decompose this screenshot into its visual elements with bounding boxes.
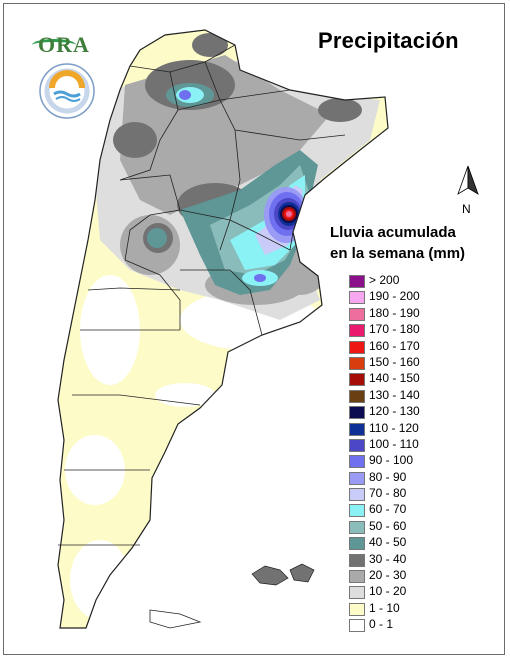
legend-swatch xyxy=(349,422,365,436)
legend-swatch xyxy=(349,340,365,354)
legend-label: 60 - 70 xyxy=(369,502,407,517)
legend-swatch xyxy=(349,307,365,321)
legend-label: > 200 xyxy=(369,273,400,287)
legend-label: 1 - 10 xyxy=(369,600,400,615)
page-title: Precipitación xyxy=(318,28,459,53)
legend-label: 50 - 60 xyxy=(369,518,407,533)
legend-label: 120 - 130 xyxy=(369,404,420,419)
legend-label: 30 - 40 xyxy=(369,551,407,566)
legend-label: 160 - 170 xyxy=(369,338,420,353)
legend-swatch xyxy=(349,356,365,370)
legend-swatch xyxy=(349,406,365,420)
legend-swatch xyxy=(349,504,365,518)
legend-swatch xyxy=(349,438,365,452)
legend-label: 100 - 110 xyxy=(369,436,419,451)
north-arrow-icon xyxy=(457,165,479,195)
legend-swatch xyxy=(349,389,365,403)
legend-swatch xyxy=(349,586,365,600)
legend-swatch xyxy=(349,373,365,387)
legend-swatch xyxy=(349,275,365,288)
north-label: N xyxy=(462,202,471,216)
legend-label: 110 - 120 xyxy=(369,420,419,435)
legend-swatch xyxy=(349,520,365,534)
ora-swoosh-icon xyxy=(32,39,76,51)
legend-label: 70 - 80 xyxy=(369,486,407,501)
ora-logo-text: ORA xyxy=(38,32,90,57)
legend-swatch xyxy=(349,471,365,485)
malvinas-islands xyxy=(251,563,315,586)
legend-title: Lluvia acumulada en la semana (mm) xyxy=(330,222,465,264)
legend-label: 170 - 180 xyxy=(369,322,420,337)
legend-swatch xyxy=(349,553,365,567)
legend-swatch xyxy=(349,619,365,633)
legend-label: 0 - 1 xyxy=(369,617,394,632)
legend-swatch xyxy=(349,488,365,502)
legend-swatch xyxy=(349,570,365,584)
legend-swatch xyxy=(349,324,365,338)
legend-label: 150 - 160 xyxy=(369,354,420,369)
legend-title-line1: Lluvia acumulada xyxy=(330,224,456,241)
tierra-del-fuego xyxy=(149,609,202,629)
ora-logo: ORA xyxy=(32,30,98,58)
smn-seal-logo xyxy=(39,63,95,119)
legend-label: 20 - 30 xyxy=(369,568,407,583)
legend-label: 40 - 50 xyxy=(369,535,407,550)
legend-label: 140 - 150 xyxy=(369,371,420,386)
legend-label: 80 - 90 xyxy=(369,469,407,484)
legend-swatch xyxy=(349,602,365,616)
legend-label: 190 - 200 xyxy=(369,289,420,304)
legend-title-line2: en la semana (mm) xyxy=(330,245,466,262)
legend-label: 90 - 100 xyxy=(369,453,414,468)
legend-label: 130 - 140 xyxy=(369,387,420,402)
province-boundaries xyxy=(58,44,346,546)
legend-swatch xyxy=(349,455,365,469)
legend-swatch xyxy=(349,537,365,551)
legend-label: 10 - 20 xyxy=(369,584,407,599)
legend-label: 180 - 190 xyxy=(369,305,420,320)
legend-swatch xyxy=(349,291,365,305)
